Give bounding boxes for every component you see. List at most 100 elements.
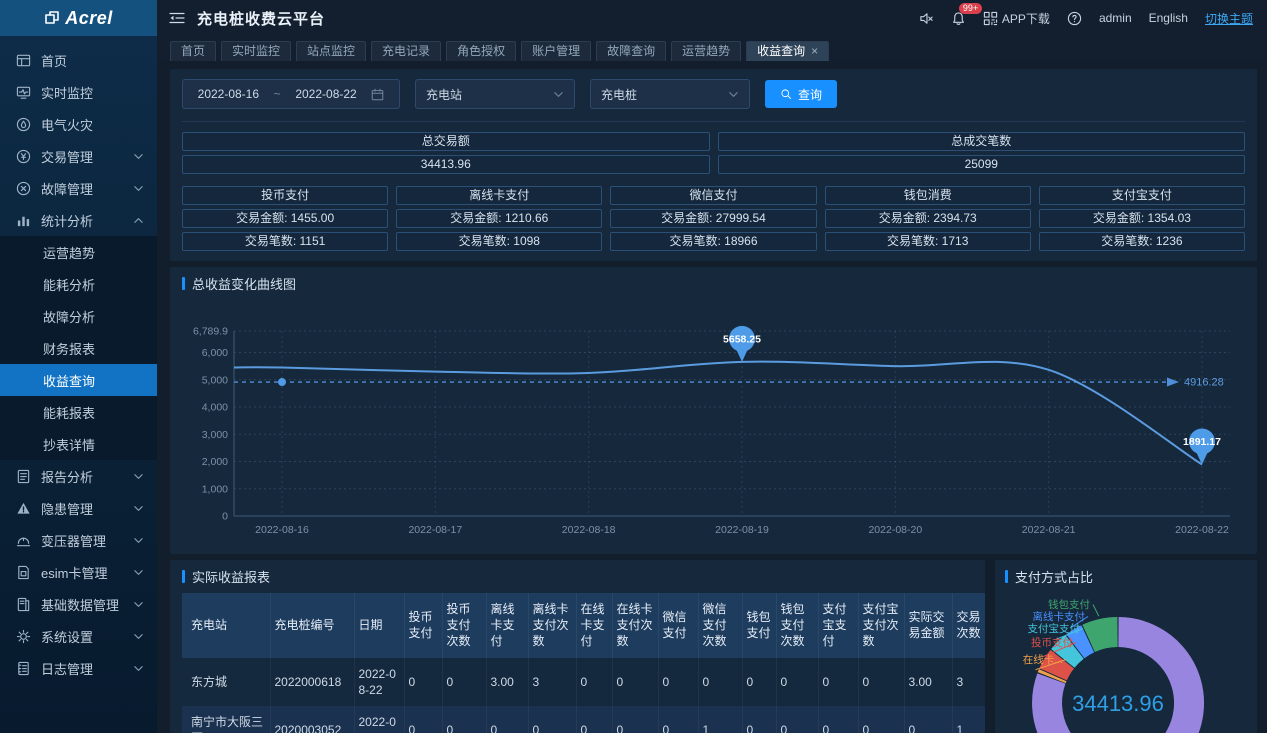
sidebar-subitem-revenue-query[interactable]: 收益查询 bbox=[0, 364, 157, 396]
sidebar-item-report-analysis[interactable]: 报告分析 bbox=[0, 460, 157, 492]
sidebar-menu: 首页实时监控 电气火灾 交易管理故障管理统计分析 运营趋势 能耗分析 故障分析 财务报表 收益… bbox=[0, 36, 157, 684]
sidebar-item-base-data-mgmt[interactable]: 基础数据管理 bbox=[0, 588, 157, 620]
payment-card-3: 钱包消费 交易金额: 2394.73 交易笔数: 1713 bbox=[824, 186, 1031, 251]
username[interactable]: admin bbox=[1098, 11, 1132, 25]
tab-realtime-monitor[interactable]: 实时监控 bbox=[221, 41, 292, 61]
col-header-4: 投币支付次数 bbox=[442, 593, 487, 658]
svg-text:2022-08-21: 2022-08-21 bbox=[1022, 524, 1076, 536]
col-header-0: 充电站 bbox=[182, 593, 271, 658]
station-select[interactable]: 充电站 bbox=[415, 79, 575, 109]
calendar-icon bbox=[371, 88, 384, 101]
revenue-table: 充电站 充电桩编号 日期 投币支付 投币支付次数 离线卡支付 离线卡支付次数 在线卡支付 在线卡… bbox=[182, 593, 985, 733]
sidebar-subitem-fault-analysis[interactable]: 故障分析 bbox=[0, 300, 157, 332]
tab-station-monitor[interactable]: 站点监控 bbox=[296, 41, 367, 61]
tab-charge-record[interactable]: 充电记录 bbox=[371, 41, 442, 61]
tab-home[interactable]: 首页 bbox=[170, 41, 217, 61]
payment-share-donut: 钱包支付 离线卡支付 支付宝支付 投币支付 在线卡... 34413.96 bbox=[1005, 584, 1247, 733]
filter-bar: 2022-08-16 ~ 2022-08-22 充电站 充电桩 bbox=[182, 79, 1245, 122]
sidebar-item-log-mgmt[interactable]: 日志管理 bbox=[0, 652, 157, 684]
sidebar-subitem-operation-trend[interactable]: 运营趋势 bbox=[0, 236, 157, 268]
app-download[interactable]: APP下载 bbox=[983, 10, 1050, 27]
chart-pin-marker: 1891.17 bbox=[1183, 428, 1221, 465]
donut-slice-1[interactable] bbox=[1037, 669, 1067, 684]
payment-card-amount: 交易金额: 1354.03 bbox=[1038, 209, 1246, 228]
donut-slice-2[interactable] bbox=[1039, 649, 1075, 681]
chevron-down-icon bbox=[728, 89, 739, 100]
payment-card-count: 交易笔数: 18966 bbox=[610, 232, 817, 251]
chevron-down-icon bbox=[133, 631, 144, 642]
sidebar-item-esim-mgmt[interactable]: esim卡管理 bbox=[0, 556, 157, 588]
chevron-up-icon bbox=[133, 215, 144, 226]
tab-operation-trend[interactable]: 运营趋势 bbox=[671, 41, 742, 61]
sidebar-item-stats-analysis[interactable]: 统计分析 bbox=[0, 204, 157, 236]
sidebar-item-transformer-mgmt[interactable]: 变压器管理 bbox=[0, 524, 157, 556]
sidebar-subitem-finance-report[interactable]: 财务报表 bbox=[0, 332, 157, 364]
sidebar-item-home[interactable]: 首页 bbox=[0, 44, 157, 76]
table-cell: 0 bbox=[818, 705, 859, 733]
total-count-card: 总成交笔数 25099 bbox=[717, 132, 1245, 174]
sidebar-item-hazard-mgmt[interactable]: 隐患管理 bbox=[0, 492, 157, 524]
table-cell: 东方城 bbox=[182, 657, 271, 706]
sidebar-item-label: 系统设置 bbox=[41, 629, 94, 645]
mute-icon[interactable] bbox=[919, 11, 934, 26]
revenue-table-title: 实际收益报表 bbox=[182, 568, 973, 585]
col-header-16: 交易次数 bbox=[952, 593, 985, 658]
average-line-label: 4916.28 bbox=[1184, 377, 1224, 389]
total-amount-card: 总交易额 34413.96 bbox=[182, 132, 710, 174]
table-cell: 南宁市大阪三区 bbox=[182, 705, 271, 733]
tab-close-icon[interactable]: × bbox=[811, 44, 819, 58]
sidebar-item-transaction-mgmt[interactable]: 交易管理 bbox=[0, 140, 157, 172]
help-icon[interactable] bbox=[1067, 11, 1082, 26]
sidebar-subitem-energy-analysis[interactable]: 能耗分析 bbox=[0, 268, 157, 300]
language-switch[interactable]: English bbox=[1148, 11, 1188, 25]
payment-card-title: 微信支付 bbox=[610, 186, 817, 205]
sidebar-item-label: 故障管理 bbox=[41, 181, 94, 197]
sidebar-item-realtime-monitor[interactable]: 实时监控 bbox=[0, 76, 157, 108]
table-cell: 0 bbox=[904, 705, 953, 733]
donut-slice-4[interactable] bbox=[1066, 625, 1095, 659]
sidebar-item-fault-mgmt[interactable]: 故障管理 bbox=[0, 172, 157, 204]
sidebar-item-system-settings[interactable]: 系统设置 bbox=[0, 620, 157, 652]
menu-fold-icon[interactable] bbox=[169, 10, 185, 26]
payment-card-amount: 交易金额: 2394.73 bbox=[824, 209, 1031, 228]
tab-account-mgmt[interactable]: 账户管理 bbox=[521, 41, 592, 61]
query-button[interactable]: 查询 bbox=[765, 80, 838, 108]
table-row[interactable]: 南宁市大阪三区20200030522022-08-220000000100000… bbox=[182, 705, 985, 733]
revenue-line-chart-panel: 总收益变化曲线图 6,789.9 6,000 5,000 4,000 3,000 2,00… bbox=[170, 267, 1257, 554]
table-cell: 0 bbox=[612, 657, 659, 706]
pile-select[interactable]: 充电桩 bbox=[590, 79, 750, 109]
donut-slice-3[interactable] bbox=[1051, 635, 1085, 669]
table-cell: 0 bbox=[442, 705, 487, 733]
sidebar-subitem-meter-detail[interactable]: 抄表详情 bbox=[0, 428, 157, 460]
sidebar-subitem-energy-report[interactable]: 能耗报表 bbox=[0, 396, 157, 428]
svg-text:5658.25: 5658.25 bbox=[723, 333, 761, 345]
table-row[interactable]: 东方城 2022000618 2022-08-22 0 0 3.00 3 0 0 0 0 0 0 0 0 3.… bbox=[182, 657, 985, 706]
date-start[interactable]: 2022-08-16 bbox=[197, 87, 260, 101]
table-cell: 0 bbox=[698, 657, 743, 706]
col-header-7: 在线卡支付 bbox=[576, 593, 613, 658]
brand-logo: Acrel bbox=[0, 0, 157, 36]
table-cell: 2022-08-22 bbox=[354, 657, 405, 706]
svg-text:6,789.9: 6,789.9 bbox=[193, 326, 228, 338]
tab-revenue-query[interactable]: 收益查询 × bbox=[746, 41, 830, 61]
donut-slice-0[interactable] bbox=[1032, 617, 1205, 733]
payment-card-title: 离线卡支付 bbox=[396, 186, 603, 205]
donut-slice-5[interactable] bbox=[1082, 617, 1119, 653]
table-cell: 0 bbox=[742, 705, 777, 733]
payment-card-4: 支付宝支付 交易金额: 1354.03 交易笔数: 1236 bbox=[1038, 186, 1246, 251]
sidebar-subitem-label: 抄表详情 bbox=[43, 437, 96, 453]
tab-fault-query[interactable]: 故障查询 bbox=[596, 41, 667, 61]
notification-bell-icon[interactable]: 99+ bbox=[951, 2, 983, 26]
sidebar-item-electric-fire[interactable]: 电气火灾 bbox=[0, 108, 157, 140]
summary-row: 总交易额 34413.96 总成交笔数 25099 bbox=[182, 132, 1245, 174]
sidebar-item-label: 首页 bbox=[41, 53, 68, 69]
chevron-down-icon bbox=[133, 151, 144, 162]
date-range-picker[interactable]: 2022-08-16 ~ 2022-08-22 bbox=[182, 79, 400, 109]
stats-icon bbox=[16, 213, 31, 228]
chevron-down-icon bbox=[133, 471, 144, 482]
tab-role-auth[interactable]: 角色授权 bbox=[446, 41, 517, 61]
table-cell: 2022000618 bbox=[270, 657, 355, 706]
date-end[interactable]: 2022-08-22 bbox=[295, 87, 357, 101]
theme-toggle-link[interactable]: 切换主题 bbox=[1204, 11, 1253, 26]
svg-text:5,000: 5,000 bbox=[202, 374, 228, 386]
